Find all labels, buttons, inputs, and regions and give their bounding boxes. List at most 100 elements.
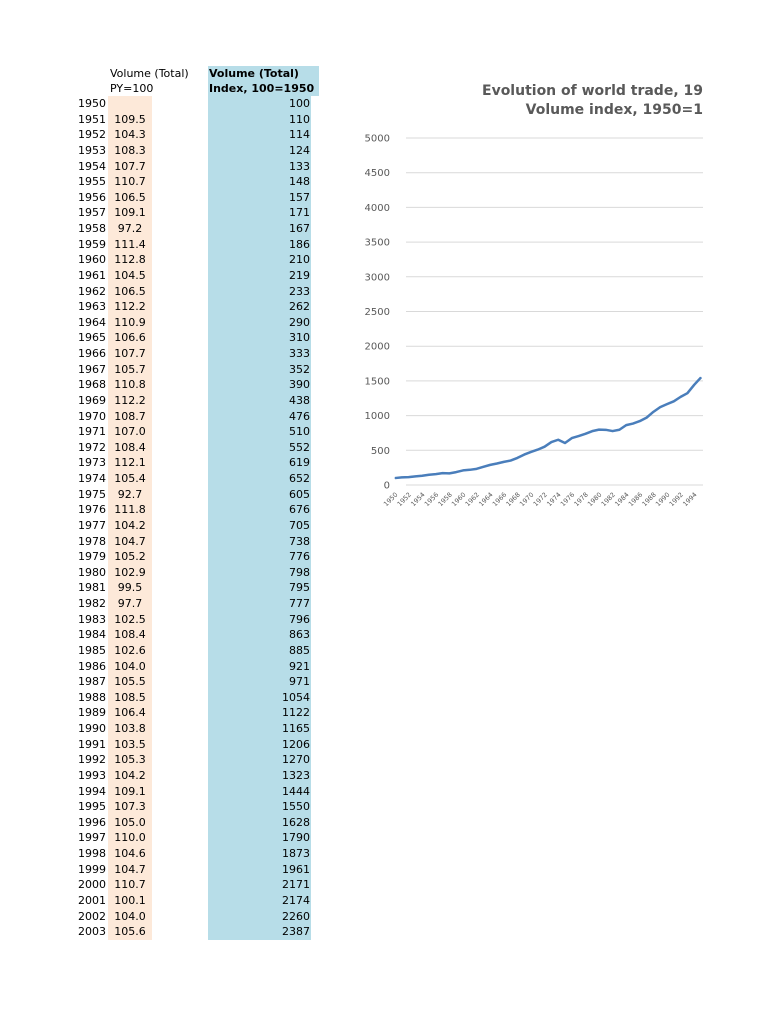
index-cell: 171: [208, 205, 311, 221]
index-cell: 2260: [208, 908, 311, 925]
data-point: [448, 472, 450, 475]
line-chart: 0 500 1000 1500 2000 2500 3000 3500 4000 4500 5000…: [356, 78, 703, 518]
index-cell: 552: [208, 439, 311, 456]
index-cell: 390: [208, 377, 311, 393]
py-cell: 102.5: [108, 611, 152, 628]
index-cell: 1323: [208, 767, 311, 784]
index-cell: 619: [208, 455, 311, 471]
py-cell: 104.3: [108, 127, 152, 143]
py-cell: 104.2: [108, 517, 152, 534]
data-point: [639, 420, 641, 422]
y-tick-label: 5000: [365, 134, 390, 145]
py-cell: 108.4: [108, 627, 152, 643]
data-point: [584, 433, 586, 435]
year-cell: 1991: [78, 737, 106, 751]
index-cell: 219: [208, 267, 311, 284]
py-cell: 106.5: [108, 189, 152, 206]
year-cell: 1985: [78, 643, 106, 657]
index-value: 167: [289, 222, 310, 235]
index-value: 352: [289, 362, 310, 376]
data-point: [612, 430, 614, 432]
index-value: 110: [289, 112, 310, 126]
x-tick-label: 1980: [586, 491, 603, 508]
year-cell: 1955: [78, 175, 106, 189]
x-tick-label: 1962: [464, 491, 481, 508]
py-cell: 105.6: [108, 924, 152, 940]
index-value: 133: [289, 159, 310, 173]
year-cell: 1966: [78, 347, 106, 360]
year-cell: 1986: [78, 659, 106, 673]
py-cell: 107.3: [108, 799, 152, 815]
py-cell: 110.7: [108, 877, 152, 893]
year-cell: 1997: [78, 831, 106, 845]
index-cell: 510: [208, 424, 311, 440]
index-cell: 310: [208, 330, 311, 346]
index-cell: 124: [208, 142, 311, 159]
index-value: 798: [289, 565, 310, 579]
py-cell: 104.6: [108, 846, 152, 862]
index-cell: 114: [208, 127, 311, 143]
py-cell: 104.0: [108, 658, 152, 675]
index-value: 1206: [282, 737, 310, 751]
py-cell: 103.5: [108, 736, 152, 753]
py-cell: 108.7: [108, 408, 152, 425]
index-value: 1961: [282, 862, 310, 876]
data-point: [673, 400, 675, 402]
x-tick-label: 1984: [613, 491, 630, 508]
x-tick-label: 1974: [545, 491, 562, 508]
data-point: [680, 396, 682, 398]
py-cell: 97.2: [108, 221, 152, 237]
year-cell: 1987: [78, 675, 106, 689]
index-cell: 605: [208, 486, 311, 503]
index-value: 1444: [282, 784, 310, 798]
index-cell: 333: [208, 346, 311, 362]
data-point: [516, 457, 518, 459]
data-point: [401, 476, 403, 478]
index-value: 1873: [282, 847, 310, 860]
data-point: [652, 411, 654, 413]
index-cell: 1550: [208, 799, 311, 815]
y-tick-label: 3000: [365, 272, 390, 283]
year-cell: 1994: [78, 784, 106, 798]
data-point: [632, 422, 634, 425]
py-cell: 108.5: [108, 689, 152, 706]
index-value: 552: [289, 440, 310, 454]
y-tick-label: 1000: [365, 411, 390, 422]
py-cell: 100.1: [108, 892, 152, 909]
index-cell: 133: [208, 158, 311, 175]
index-value: 438: [289, 393, 310, 407]
data-point: [530, 451, 532, 453]
year-cell: 1950: [78, 97, 106, 110]
py-cell: 112.1: [108, 455, 152, 471]
py-cell: 110.7: [108, 174, 152, 190]
year-cell: 1970: [78, 409, 106, 423]
chart-title-line-1: Evolution of world trade, 19: [482, 83, 703, 99]
chart-title: Evolution of world trade, 19 Volume inde…: [482, 82, 703, 120]
index-cell: 1054: [208, 689, 311, 706]
year-cell: 1975: [78, 487, 106, 501]
index-value: 863: [289, 628, 310, 642]
index-header-line-1: Volume (Total): [209, 67, 299, 80]
year-cell: 1964: [78, 315, 106, 329]
py-header-line-1: Volume (Total): [110, 67, 189, 80]
index-value: 1550: [282, 800, 310, 814]
data-point: [646, 417, 648, 419]
y-tick-label: 0: [384, 481, 390, 492]
year-cell: 1959: [78, 237, 106, 251]
year-cell: 2000: [78, 878, 106, 892]
year-cell: 1962: [78, 284, 106, 298]
data-point: [408, 476, 410, 478]
py-cell: 104.7: [108, 533, 152, 550]
x-tick-label: 1954: [409, 491, 426, 508]
index-value: 795: [289, 581, 310, 595]
index-cell: 1165: [208, 721, 311, 737]
y-tick-label: 3500: [365, 238, 390, 249]
index-value: 186: [289, 237, 310, 251]
year-cell: 1995: [78, 800, 106, 814]
year-cell: 1984: [78, 628, 106, 642]
index-cell: 776: [208, 549, 311, 565]
data-point: [571, 437, 573, 439]
index-value: 921: [289, 659, 310, 673]
py-cell: 111.4: [108, 236, 152, 253]
x-tick-label: 1978: [572, 491, 589, 508]
